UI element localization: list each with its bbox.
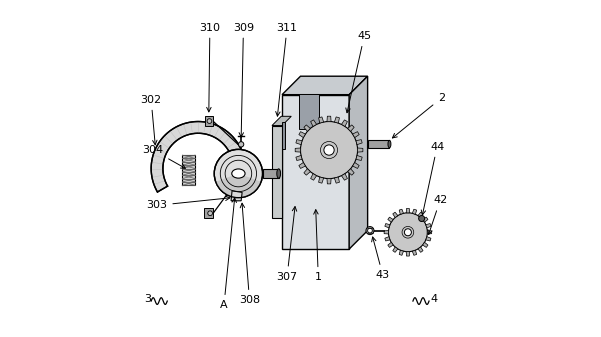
Polygon shape [348, 169, 354, 175]
Polygon shape [388, 242, 393, 247]
Polygon shape [282, 95, 349, 249]
Polygon shape [356, 140, 362, 145]
Ellipse shape [232, 169, 245, 178]
Polygon shape [392, 247, 398, 252]
Polygon shape [334, 177, 340, 183]
Circle shape [324, 145, 334, 155]
Polygon shape [282, 76, 368, 95]
Wedge shape [216, 174, 261, 198]
Polygon shape [296, 140, 302, 145]
Circle shape [239, 142, 244, 147]
Polygon shape [426, 237, 431, 241]
Polygon shape [412, 250, 416, 255]
Polygon shape [151, 122, 245, 192]
Polygon shape [272, 126, 282, 218]
Polygon shape [295, 148, 300, 152]
Polygon shape [406, 252, 409, 256]
Ellipse shape [277, 169, 281, 178]
Circle shape [419, 215, 425, 221]
Text: 304: 304 [142, 145, 185, 168]
Polygon shape [353, 162, 359, 168]
Circle shape [366, 226, 374, 235]
Circle shape [207, 119, 212, 123]
Circle shape [388, 213, 427, 252]
Polygon shape [296, 155, 302, 160]
Polygon shape [311, 120, 317, 126]
Polygon shape [385, 237, 390, 241]
Polygon shape [399, 209, 403, 214]
Polygon shape [356, 155, 362, 160]
Text: 43: 43 [371, 237, 390, 280]
Polygon shape [327, 116, 331, 122]
Polygon shape [348, 125, 354, 131]
Polygon shape [418, 247, 423, 252]
Text: 310: 310 [200, 23, 221, 112]
Text: 2: 2 [392, 93, 445, 138]
Polygon shape [406, 209, 409, 213]
Polygon shape [399, 250, 403, 255]
Polygon shape [341, 174, 347, 180]
Circle shape [404, 229, 412, 236]
Polygon shape [204, 116, 213, 126]
Polygon shape [388, 217, 393, 222]
Circle shape [300, 122, 358, 179]
Polygon shape [204, 208, 213, 218]
Polygon shape [282, 122, 285, 149]
Polygon shape [304, 125, 310, 131]
Polygon shape [392, 212, 398, 218]
Text: 4: 4 [430, 295, 438, 304]
Polygon shape [231, 191, 242, 201]
Polygon shape [426, 223, 431, 228]
Polygon shape [319, 177, 324, 183]
Polygon shape [423, 217, 428, 222]
Polygon shape [423, 242, 428, 247]
Polygon shape [327, 179, 331, 184]
Circle shape [368, 228, 373, 233]
Polygon shape [319, 117, 324, 123]
Polygon shape [412, 209, 416, 214]
Ellipse shape [388, 141, 391, 148]
Polygon shape [182, 155, 195, 185]
Polygon shape [334, 117, 340, 123]
Text: 308: 308 [239, 203, 260, 305]
Text: 311: 311 [276, 23, 297, 116]
Text: A: A [220, 198, 236, 310]
Text: 45: 45 [346, 31, 371, 113]
Polygon shape [427, 231, 432, 234]
Polygon shape [299, 94, 319, 129]
Circle shape [208, 211, 213, 216]
Polygon shape [299, 162, 305, 168]
Text: 302: 302 [141, 95, 162, 145]
Text: 309: 309 [233, 23, 254, 137]
Polygon shape [353, 132, 359, 137]
Text: 1: 1 [314, 210, 322, 282]
Polygon shape [368, 141, 389, 148]
Polygon shape [304, 169, 310, 175]
Circle shape [214, 149, 263, 198]
Polygon shape [358, 148, 363, 152]
Polygon shape [341, 120, 347, 126]
Text: 307: 307 [276, 207, 297, 282]
Polygon shape [263, 169, 279, 178]
Polygon shape [272, 116, 291, 126]
Text: 3: 3 [145, 295, 151, 304]
Text: 42: 42 [428, 195, 447, 235]
Polygon shape [311, 174, 317, 180]
Text: 303: 303 [147, 196, 230, 210]
Polygon shape [418, 212, 423, 218]
Text: 44: 44 [421, 142, 444, 215]
Polygon shape [349, 76, 368, 249]
Polygon shape [385, 223, 390, 228]
Polygon shape [384, 231, 388, 234]
Polygon shape [299, 132, 305, 137]
